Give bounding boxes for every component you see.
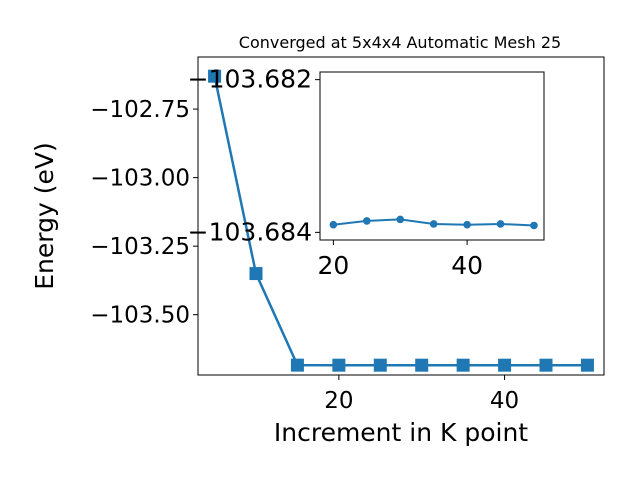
y-tick-label: −103.25 <box>90 234 190 260</box>
data-point <box>290 358 304 372</box>
data-point <box>249 267 263 281</box>
y-tick-label: −103.682 <box>188 65 312 94</box>
data-point <box>463 220 471 229</box>
data-point <box>415 358 429 372</box>
data-point <box>456 358 470 372</box>
x-tick-label: 20 <box>324 388 353 414</box>
x-tick-label: 20 <box>317 251 349 280</box>
data-point <box>496 220 505 228</box>
y-tick-label: −102.75 <box>90 97 190 123</box>
data-point <box>332 358 346 372</box>
data-point <box>580 358 594 372</box>
y-tick-label: −103.684 <box>188 217 312 246</box>
y-axis-label: Energy (eV) <box>30 142 59 289</box>
y-tick-label: −103.00 <box>90 166 190 192</box>
data-point <box>539 358 553 372</box>
data-point <box>530 221 538 230</box>
data-point <box>329 220 338 229</box>
data-point <box>373 358 387 372</box>
data-point <box>429 220 438 228</box>
x-tick-label: 40 <box>490 388 519 414</box>
inset-series <box>329 215 538 230</box>
main-series <box>208 69 594 372</box>
data-point <box>396 215 405 224</box>
x-axis-label: Increment in K point <box>274 418 528 447</box>
x-tick-label: 40 <box>451 251 483 280</box>
series-line <box>213 75 588 367</box>
main-axis-ticks: 20 40 −102.75 −103.00 −103.25 −103.50 <box>90 97 519 414</box>
chart-title: Converged at 5x4x4 Automatic Mesh 25 <box>239 33 561 52</box>
data-point <box>498 358 512 372</box>
inset-plot-frame <box>319 71 545 241</box>
inset-chart: 20 40 −103.684 −103.682 <box>188 65 545 280</box>
inset-axis-ticks: 20 40 −103.684 −103.682 <box>188 65 483 280</box>
main-plot-frame <box>197 56 605 376</box>
inset-background <box>320 72 544 240</box>
y-tick-label: −103.50 <box>90 303 190 329</box>
data-point <box>363 217 371 225</box>
data-point <box>208 69 222 83</box>
